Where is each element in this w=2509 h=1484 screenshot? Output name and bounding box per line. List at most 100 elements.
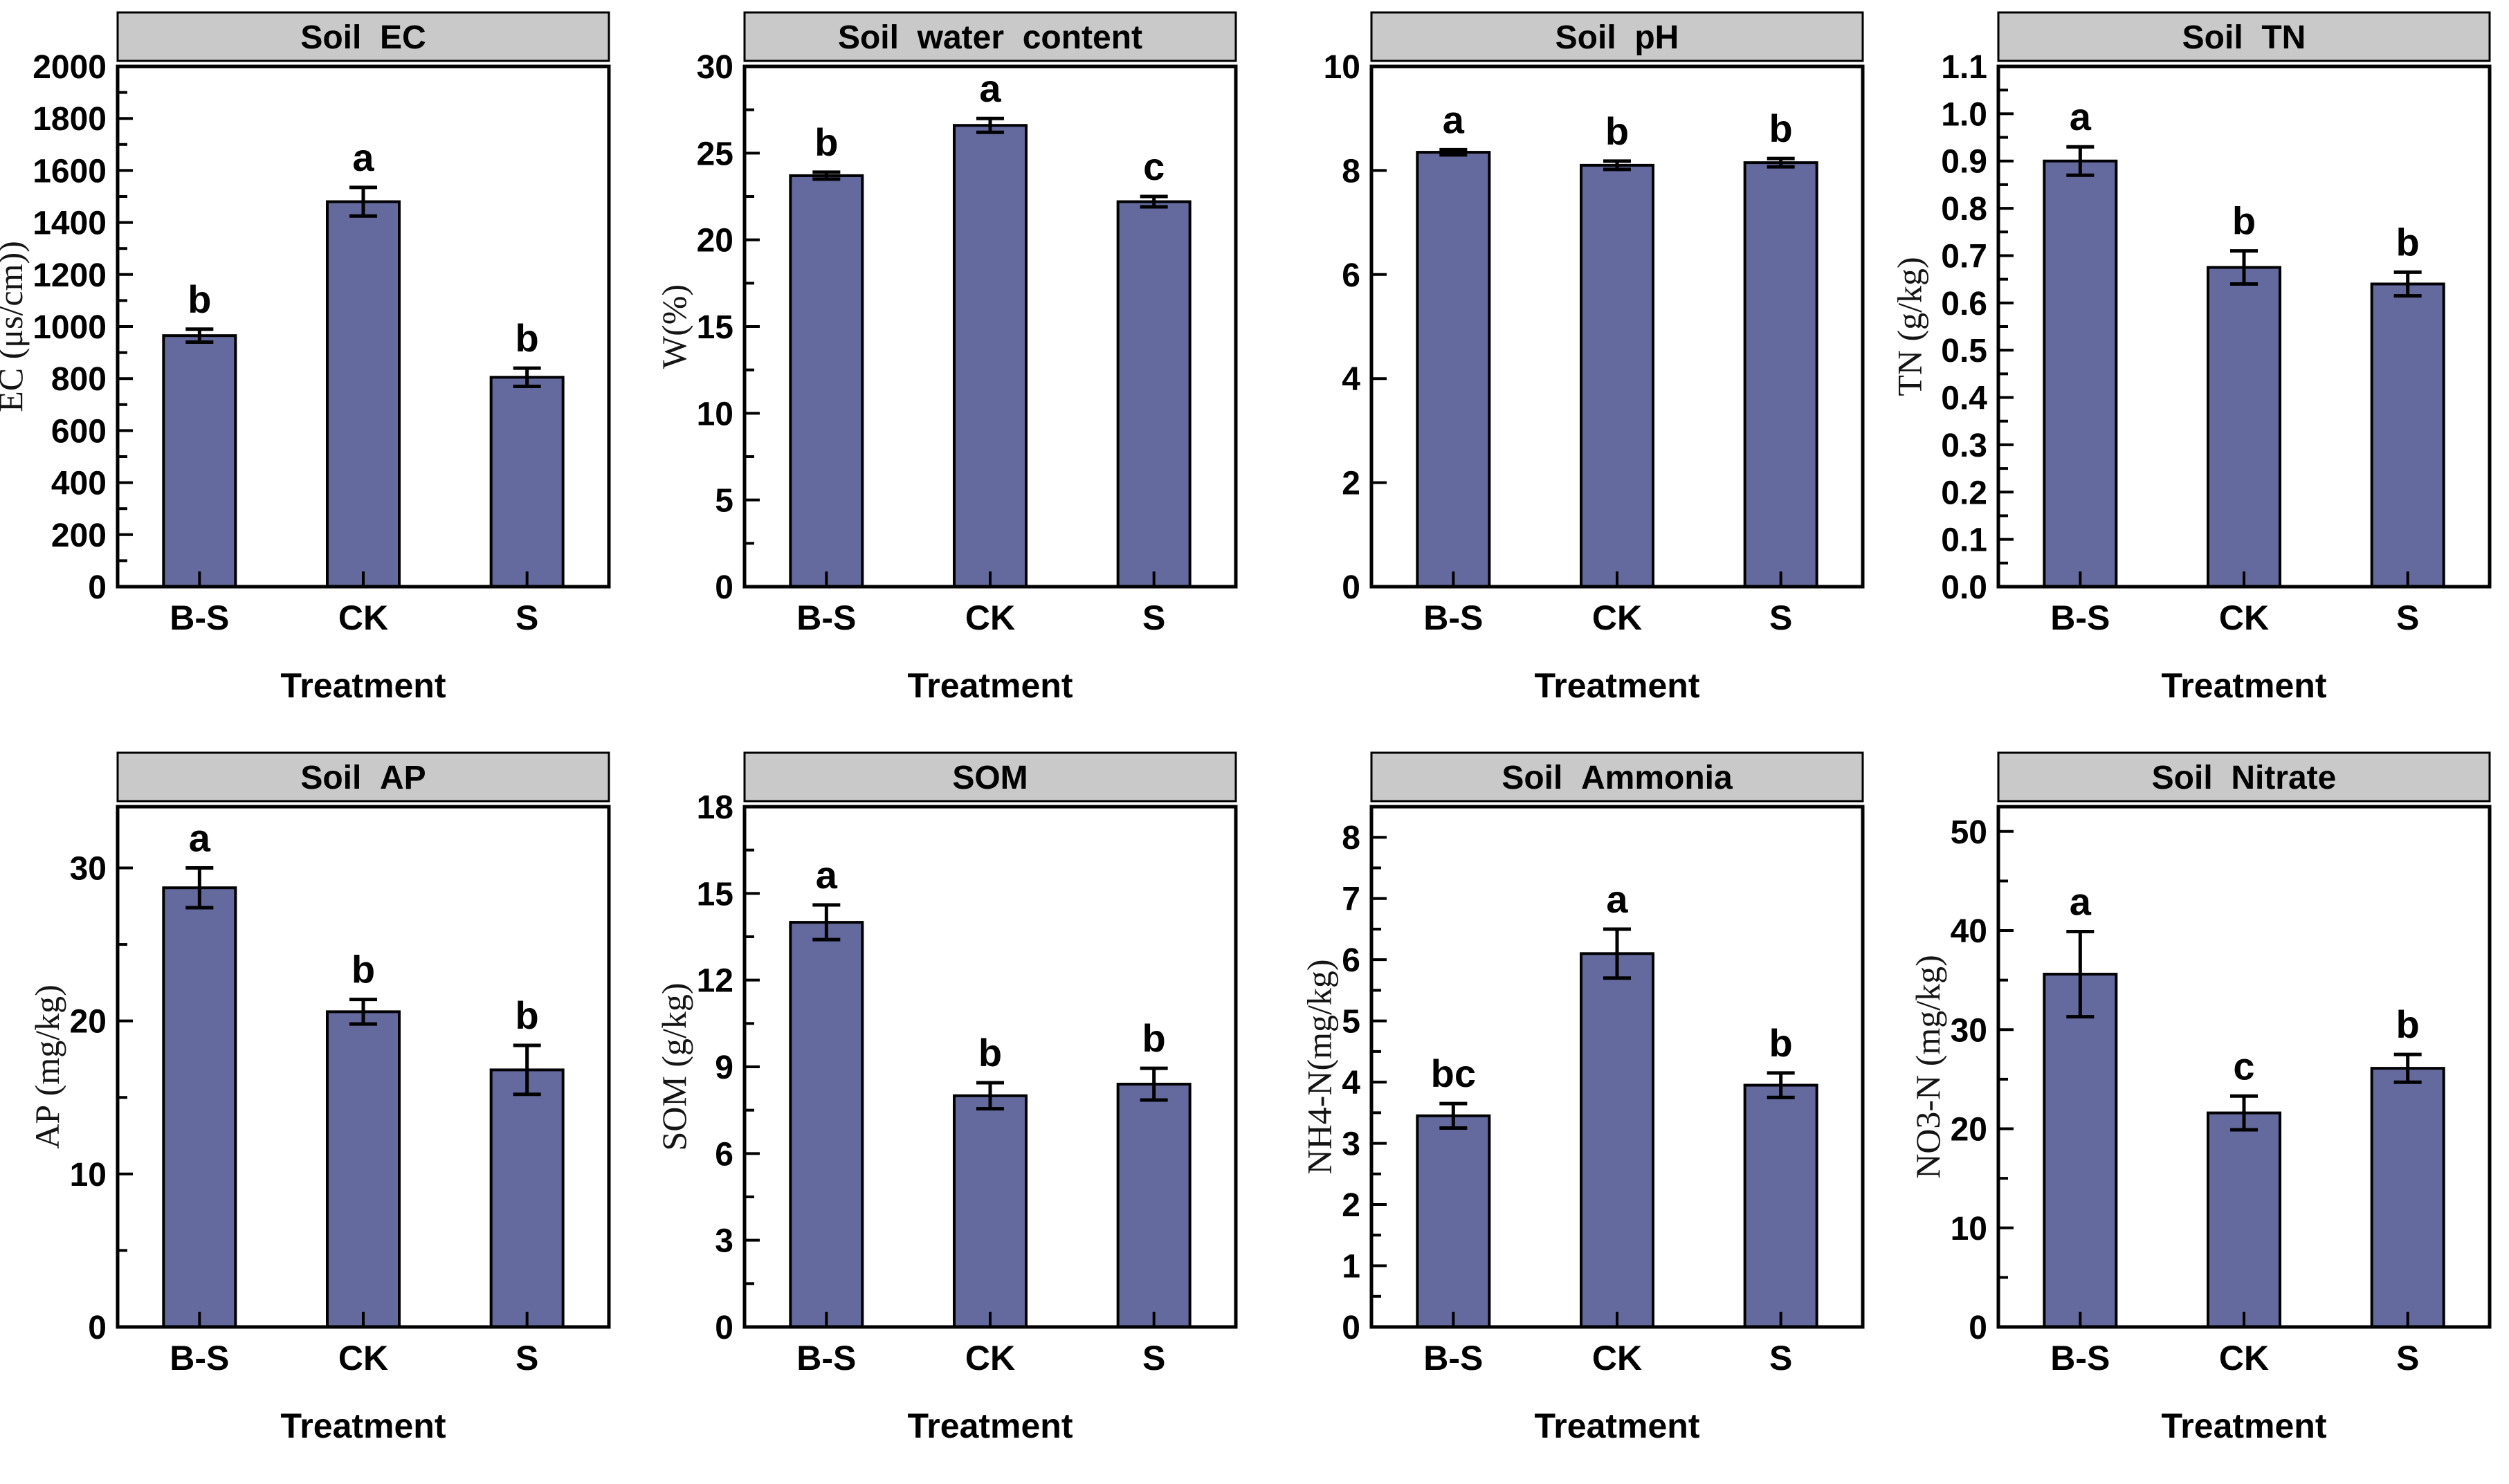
bar-S — [2370, 1067, 2445, 1328]
y-tick-label: 50 — [1951, 814, 1987, 851]
x-axis-label: Treatment — [281, 666, 446, 705]
category-label: CK — [338, 1339, 388, 1377]
y-tick-label: 0 — [88, 1310, 107, 1346]
significance-letter: b — [1769, 1021, 1793, 1065]
y-tick-label: 200 — [51, 517, 107, 554]
y-tick-label: 20 — [1951, 1112, 1987, 1148]
y-tick-label: 1800 — [33, 101, 107, 138]
panel-title: Soil EC — [300, 19, 426, 56]
y-tick-label: 30 — [1951, 1012, 1987, 1049]
significance-letter: c — [1143, 145, 1165, 188]
chart-svg: Soil TN a B-S b CK b S 0.0 0.1 0.2 0.3 0.4 0.5 0.6 0.7… — [1890, 11, 2492, 705]
category-label: S — [1142, 1339, 1165, 1377]
plot-box — [742, 64, 1238, 589]
bar-B-S — [789, 174, 864, 589]
y-tick-label: 0.0 — [1941, 569, 1987, 606]
chart-svg: Soil Ammonia bc B-S a CK b S 0 1 2 3 4 5 6 7 8 Treatment… — [1300, 751, 1865, 1445]
y-tick-label: 0.7 — [1941, 238, 1987, 275]
y-tick-label: 0 — [1342, 1310, 1360, 1346]
y-tick-label: 15 — [697, 876, 733, 913]
y-tick-label: 0 — [715, 569, 733, 606]
significance-letter: a — [816, 853, 838, 897]
significance-letter: b — [188, 277, 211, 321]
plot-box — [116, 805, 611, 1329]
bar-S — [489, 1068, 565, 1328]
panel-title: Soil AP — [300, 760, 426, 796]
y-tick-label: 1 — [1342, 1249, 1360, 1285]
category-label: S — [516, 1339, 538, 1377]
bar-CK — [326, 200, 401, 588]
category-label: B-S — [1423, 598, 1483, 637]
panel-som: SOM a B-S b CK b S 0 3 6 9 12 15 18 Treatment SOM (g/kg… — [627, 740, 1254, 1481]
category-label: S — [516, 598, 538, 637]
y-tick-label: 0 — [1969, 1310, 1987, 1346]
y-tick-label: 6 — [1342, 942, 1360, 979]
panel-header — [1370, 11, 1864, 62]
bar-CK — [953, 124, 1028, 588]
significance-letter: b — [352, 948, 375, 991]
panel-title: Soil Ammonia — [1502, 760, 1733, 796]
category-label: B-S — [170, 598, 229, 637]
significance-letter: a — [1606, 877, 1628, 921]
y-tick-label: 0.3 — [1941, 428, 1987, 464]
x-axis-label: Treatment — [281, 1407, 446, 1445]
significance-letter: b — [2396, 1002, 2420, 1046]
x-axis-label: Treatment — [2162, 666, 2327, 705]
y-tick-label: 30 — [70, 850, 107, 887]
bar-CK — [2207, 1111, 2281, 1328]
bar-B-S — [162, 334, 237, 588]
chart-svg: Soil Nitrate a B-S c CK b S 0 10 20 30 40 50 Treatmen… — [1908, 751, 2492, 1445]
y-tick-label: 1.1 — [1941, 49, 1987, 86]
y-tick-label: 0.8 — [1941, 191, 1987, 228]
x-axis-label: Treatment — [1535, 666, 1700, 705]
y-tick-label: 40 — [1951, 913, 1987, 950]
y-tick-label: 2 — [1342, 1187, 1360, 1224]
category-label: S — [1142, 598, 1165, 637]
chart-svg: Soil pH a B-S b CK b S 0 2 4 6 8 10 Treatment — [1324, 11, 1865, 705]
significance-letter: b — [1769, 107, 1793, 150]
significance-letter: a — [2070, 879, 2092, 923]
y-tick-label: 3 — [1342, 1126, 1360, 1163]
plot-box — [116, 64, 611, 589]
y-tick-label: 1400 — [33, 205, 107, 242]
chart-svg: Soil EC b B-S a CK b S 0 200 400 600 800 1000 1200 140… — [0, 11, 611, 705]
panel-header — [1370, 751, 1864, 803]
y-tick-label: 5 — [715, 483, 733, 520]
category-label: CK — [2219, 598, 2269, 637]
panel-title: Soil water content — [838, 19, 1142, 56]
significance-letter: b — [1142, 1016, 1166, 1060]
y-tick-label: 8 — [1342, 820, 1360, 856]
y-axis-label: W(%) — [655, 284, 693, 369]
category-label: S — [2396, 1339, 2419, 1377]
panel-soil-ec: Soil EC b B-S a CK b S 0 200 400 600 800 1000 1200 140… — [0, 0, 627, 740]
y-tick-label: 0 — [1342, 569, 1360, 606]
bar-CK — [1580, 163, 1654, 588]
y-tick-label: 0.4 — [1941, 381, 1987, 417]
significance-letter: b — [516, 993, 539, 1037]
y-tick-label: 18 — [697, 789, 733, 826]
bar-B-S — [1416, 1114, 1491, 1329]
bar-B-S — [2043, 159, 2118, 588]
bar-S — [1743, 1083, 1818, 1328]
category-label: CK — [965, 598, 1015, 637]
bar-B-S — [2043, 973, 2118, 1328]
y-tick-label: 1200 — [33, 257, 107, 294]
category-label: B-S — [170, 1339, 229, 1377]
panel-header — [743, 751, 1237, 803]
y-axis-label: EC (μs/cm)) — [0, 241, 30, 412]
panel-header — [1997, 11, 2491, 62]
plot-box — [1369, 64, 1865, 589]
y-tick-label: 10 — [1324, 49, 1360, 86]
y-tick-label: 10 — [1951, 1211, 1987, 1247]
category-label: B-S — [2050, 1339, 2110, 1377]
bar-S — [489, 376, 565, 588]
y-tick-label: 0.1 — [1941, 522, 1987, 559]
x-axis-label: Treatment — [908, 1407, 1073, 1445]
y-axis-label: AP (mg/kg) — [28, 984, 66, 1149]
y-tick-label: 0.6 — [1941, 286, 1987, 322]
bar-B-S — [789, 921, 864, 1329]
bar-B-S — [1416, 151, 1491, 588]
bar-CK — [326, 1010, 401, 1328]
panel-soil-nitrate: Soil Nitrate a B-S c CK b S 0 10 20 30 40 50 Treatmen… — [1881, 740, 2508, 1481]
y-tick-label: 2 — [1342, 466, 1360, 502]
